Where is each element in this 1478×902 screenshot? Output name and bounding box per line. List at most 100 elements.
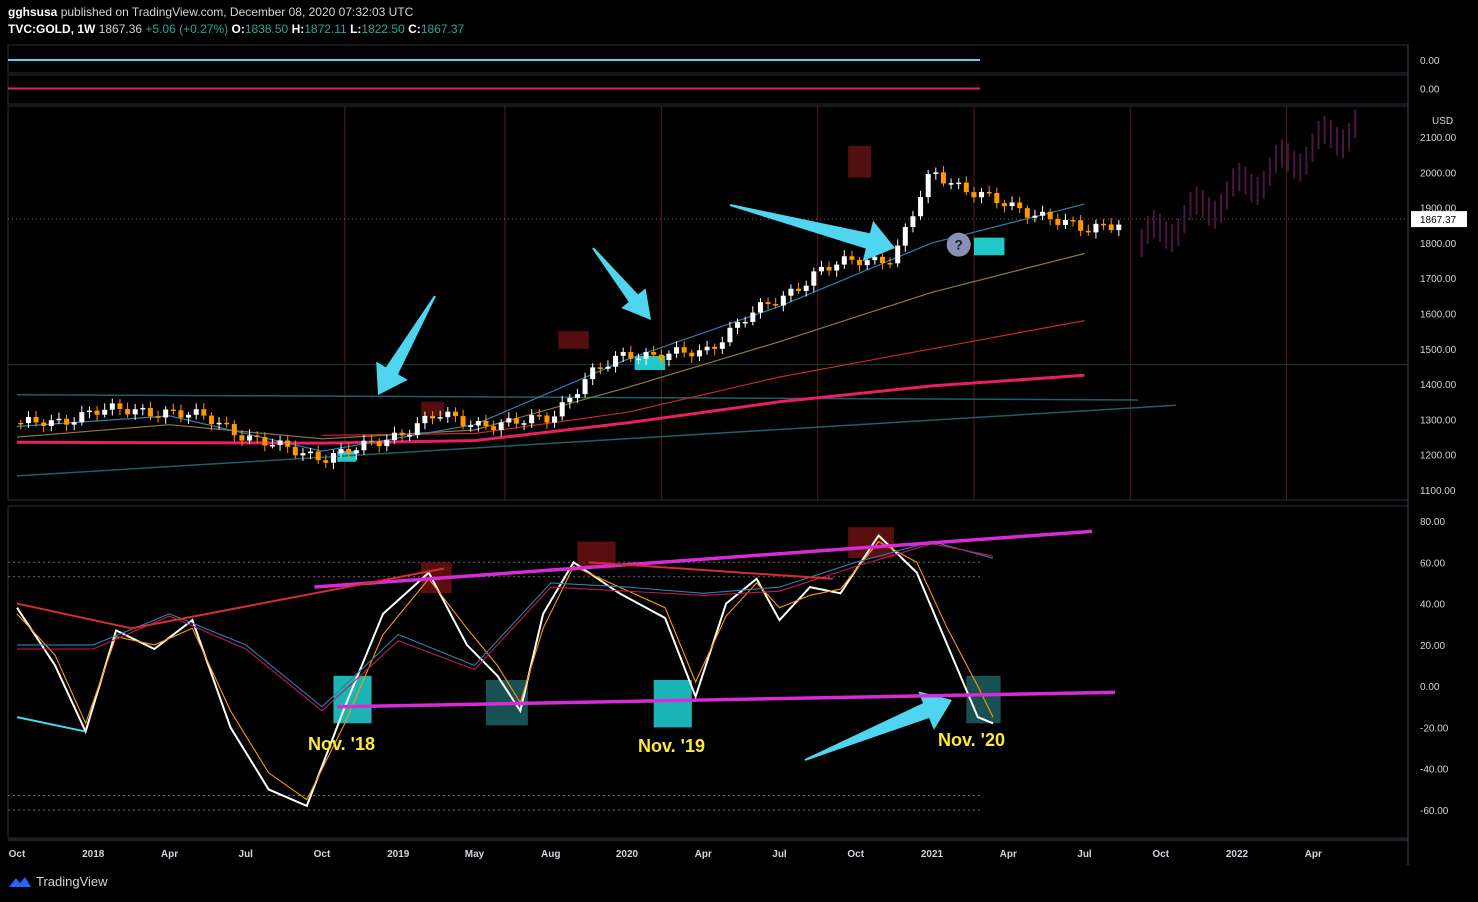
last-price-badge bbox=[1411, 211, 1467, 228]
candle-body bbox=[1070, 220, 1076, 222]
oscillator-tick-label: -20.00 bbox=[1420, 723, 1449, 734]
candle-body bbox=[292, 446, 298, 456]
currency-label: USD bbox=[1432, 116, 1453, 127]
candle-body bbox=[559, 402, 565, 417]
candle-body bbox=[552, 416, 558, 423]
oscillator-annotation-label: Nov. '18 bbox=[308, 734, 375, 754]
oscillator-teal-zone bbox=[333, 675, 372, 724]
candle-body bbox=[132, 409, 138, 415]
price-tick-label: 1200.00 bbox=[1420, 451, 1457, 462]
candle-body bbox=[857, 259, 863, 266]
ohlc-line: TVC:GOLD, 1W 1867.36 +5.06 (+0.27%) O:18… bbox=[8, 22, 464, 36]
candle-body bbox=[574, 394, 580, 398]
candle-body bbox=[803, 285, 809, 291]
footer-brand[interactable]: TradingView bbox=[8, 874, 108, 889]
candle-body bbox=[986, 192, 992, 194]
candle-body bbox=[475, 420, 481, 426]
candle-body bbox=[956, 182, 962, 185]
price-panel bbox=[7, 105, 1409, 501]
price-trendline bbox=[16, 404, 1177, 477]
candle-body bbox=[925, 173, 931, 198]
candle-body bbox=[826, 266, 832, 271]
candle-body bbox=[567, 397, 573, 403]
candle-body bbox=[262, 437, 268, 446]
brand-name: TradingView bbox=[36, 874, 108, 889]
candle-body bbox=[254, 435, 260, 438]
candle-body bbox=[613, 355, 619, 367]
candle-body bbox=[1040, 211, 1046, 216]
candle-body bbox=[94, 410, 100, 415]
time-tick-label: 2021 bbox=[921, 849, 944, 860]
oscillator-tick-label: -60.00 bbox=[1420, 806, 1449, 817]
time-tick-label: Oct bbox=[9, 849, 26, 860]
candle-body bbox=[1055, 219, 1061, 225]
time-tick-label: 2020 bbox=[616, 849, 639, 860]
candle-body bbox=[719, 342, 725, 349]
indicator-1-tick-label: 0.00 bbox=[1420, 56, 1440, 67]
candle-body bbox=[353, 450, 359, 454]
price-tick-label: 1800.00 bbox=[1420, 239, 1457, 250]
publisher-name[interactable]: gghsusa bbox=[8, 5, 58, 19]
oscillator-trendline bbox=[337, 690, 1116, 709]
high-label: H: bbox=[291, 22, 305, 36]
candle-body bbox=[963, 182, 969, 193]
oscillator-tick-label: 0.00 bbox=[1420, 682, 1440, 693]
publish-info: published on TradingView.com, December 0… bbox=[60, 5, 414, 19]
candle-body bbox=[1009, 202, 1015, 207]
candle-body bbox=[86, 410, 92, 413]
candle-body bbox=[64, 418, 70, 425]
time-tick-label: Jul bbox=[239, 849, 254, 860]
price-tick-label: 1600.00 bbox=[1420, 310, 1457, 321]
symbol-label[interactable]: TVC:GOLD, 1W bbox=[8, 22, 96, 36]
arrow-4-drawing bbox=[804, 691, 952, 761]
candle-body bbox=[239, 435, 245, 441]
candle-body bbox=[208, 415, 214, 425]
oscillator-trendline bbox=[16, 716, 86, 733]
time-tick-label: Jul bbox=[1077, 849, 1092, 860]
candle-body bbox=[56, 418, 62, 421]
candle-body bbox=[940, 172, 946, 184]
oscillator-panel bbox=[7, 505, 1409, 839]
high-value: 1872.11 bbox=[304, 22, 347, 36]
candle-body bbox=[628, 352, 634, 359]
price-red-zone bbox=[848, 145, 871, 178]
candle-body bbox=[48, 420, 54, 426]
candle-body bbox=[399, 432, 405, 436]
candle-body bbox=[346, 449, 352, 454]
oscillator-annotation-label: Nov. '19 bbox=[638, 736, 705, 756]
candle-body bbox=[1001, 203, 1007, 207]
candle-body bbox=[681, 347, 687, 353]
oscillator-teal-zone bbox=[653, 679, 692, 728]
candle-body bbox=[879, 256, 885, 264]
candle-body bbox=[201, 409, 207, 416]
candle-body bbox=[757, 302, 763, 313]
oscillator-tick-label: 60.00 bbox=[1420, 558, 1445, 569]
candle-body bbox=[536, 415, 542, 417]
candle-body bbox=[437, 417, 443, 419]
candle-body bbox=[384, 440, 390, 447]
candle-body bbox=[1116, 224, 1122, 231]
candle-body bbox=[635, 358, 641, 361]
candle-body bbox=[765, 302, 771, 305]
open-value: 1838.50 bbox=[244, 22, 289, 36]
time-tick-label: 2022 bbox=[1226, 849, 1249, 860]
candle-body bbox=[1047, 211, 1053, 220]
candle-body bbox=[33, 416, 39, 423]
arrow-1-drawing bbox=[376, 295, 436, 395]
time-tick-label: Oct bbox=[1152, 849, 1169, 860]
candle-body bbox=[285, 440, 291, 447]
time-tick-label: Apr bbox=[695, 849, 712, 860]
oscillator-trendline bbox=[131, 567, 445, 630]
candle-body bbox=[147, 407, 153, 417]
price-teal-zone bbox=[634, 355, 666, 370]
oscillator-tick-label: 20.00 bbox=[1420, 641, 1445, 652]
time-tick-label: Apr bbox=[1305, 849, 1322, 860]
candle-body bbox=[468, 425, 474, 427]
candle-body bbox=[71, 422, 77, 425]
open-label: O: bbox=[231, 22, 245, 36]
candle-body bbox=[696, 350, 702, 357]
candle-body bbox=[163, 409, 169, 418]
candle-body bbox=[1017, 202, 1023, 209]
candle-body bbox=[506, 418, 512, 423]
